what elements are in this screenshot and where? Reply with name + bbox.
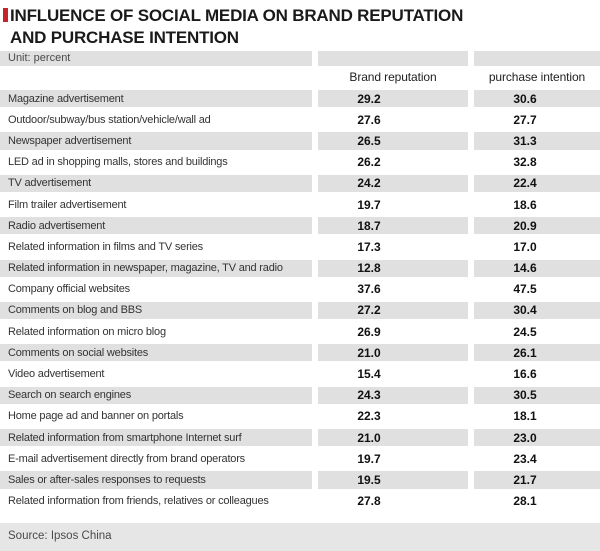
brand-reputation-value: 24.3 <box>312 386 468 404</box>
row-label: Video advertisement <box>8 368 105 381</box>
row-label: Related information in films and TV seri… <box>8 240 203 253</box>
purchase-intention-value: 27.7 <box>468 109 600 131</box>
table-body: Magazine advertisement 29.2 30.6 Outdoor… <box>0 88 600 512</box>
row-label: TV advertisement <box>0 174 312 192</box>
purchase-intention-value: 30.6 <box>468 90 600 108</box>
row-label: Company official websites <box>8 283 130 296</box>
brand-reputation-value: 18.7 <box>312 217 468 235</box>
table-row: Radio advertisement 18.7 20.9 <box>0 215 600 237</box>
purchase-intention-value: 20.9 <box>468 217 600 235</box>
brand-reputation-value: 21.0 <box>312 344 468 362</box>
brand-reputation-value: 19.5 <box>312 471 468 489</box>
purchase-intention-value: 18.1 <box>468 405 600 427</box>
purchase-intention-value: 18.6 <box>468 193 600 216</box>
row-label: Film trailer advertisement <box>8 198 127 211</box>
table-row: E-mail advertisement directly from brand… <box>0 448 600 470</box>
row-label: Search on search engines <box>0 386 312 404</box>
source-bar: Source: Ipsos China <box>0 523 600 551</box>
header-brand-reputation: Brand reputation <box>312 66 468 88</box>
row-label: Comments on blog and BBS <box>0 301 312 320</box>
row-label: Sales or after-sales responses to reques… <box>0 471 312 489</box>
table-row: Related information from friends, relati… <box>0 490 600 512</box>
purchase-intention-value: 14.6 <box>468 259 600 277</box>
table-row: Video advertisement 15.4 16.6 <box>0 363 600 385</box>
row-label: Related information from friends, relati… <box>8 495 269 508</box>
table-row: Company official websites 37.6 47.5 <box>0 278 600 300</box>
purchase-intention-value: 24.5 <box>468 321 600 343</box>
brand-reputation-value: 37.6 <box>312 278 468 300</box>
purchase-intention-value: 21.7 <box>468 471 600 489</box>
table-row: Sales or after-sales responses to reques… <box>0 469 600 491</box>
red-accent-bar <box>3 8 8 22</box>
brand-reputation-value: 26.5 <box>312 132 468 150</box>
brand-reputation-value: 29.2 <box>312 90 468 108</box>
table-row: Comments on blog and BBS 27.2 30.4 <box>0 299 600 322</box>
purchase-intention-value: 47.5 <box>468 278 600 300</box>
unit-bar-segment <box>312 51 468 66</box>
table-row: TV advertisement 24.2 22.4 <box>0 172 600 194</box>
brand-reputation-value: 24.2 <box>312 174 468 192</box>
brand-reputation-value: 19.7 <box>312 193 468 216</box>
table-row: Home page ad and banner on portals 22.3 … <box>0 405 600 427</box>
title-line-2: AND PURCHASE INTENTION <box>10 27 239 47</box>
row-label: Related information from smartphone Inte… <box>0 429 312 447</box>
table-row: Related information in newspaper, magazi… <box>0 257 600 279</box>
column-headers: Brand reputation purchase intention <box>0 66 600 88</box>
brand-reputation-value: 26.9 <box>312 321 468 343</box>
purchase-intention-value: 16.6 <box>468 363 600 385</box>
purchase-intention-value: 30.4 <box>468 301 600 320</box>
brand-reputation-value: 27.2 <box>312 301 468 320</box>
row-label: Related information in newspaper, magazi… <box>0 259 312 277</box>
unit-bar: Unit: percent <box>0 51 600 66</box>
purchase-intention-value: 30.5 <box>468 386 600 404</box>
unit-label: Unit: percent <box>0 51 312 66</box>
brand-reputation-value: 19.7 <box>312 448 468 470</box>
row-label: Magazine advertisement <box>0 90 312 108</box>
brand-reputation-value: 12.8 <box>312 259 468 277</box>
table-row: Search on search engines 24.3 30.5 <box>0 384 600 406</box>
row-label: E-mail advertisement directly from brand… <box>8 452 245 465</box>
brand-reputation-value: 15.4 <box>312 363 468 385</box>
table-row: Related information in films and TV seri… <box>0 236 600 258</box>
table-row: Newspaper advertisement 26.5 31.3 <box>0 130 600 152</box>
table-row: Related information from smartphone Inte… <box>0 427 600 449</box>
header-spacer <box>0 66 312 88</box>
table-row: Comments on social websites 21.0 26.1 <box>0 342 600 364</box>
row-label: Newspaper advertisement <box>0 132 312 150</box>
purchase-intention-value: 31.3 <box>468 132 600 150</box>
row-label: LED ad in shopping malls, stores and bui… <box>8 156 228 169</box>
table-row: LED ad in shopping malls, stores and bui… <box>0 151 600 173</box>
row-label: Home page ad and banner on portals <box>8 410 184 423</box>
purchase-intention-value: 32.8 <box>468 151 600 173</box>
purchase-intention-value: 17.0 <box>468 236 600 258</box>
brand-reputation-value: 27.6 <box>312 109 468 131</box>
purchase-intention-value: 23.4 <box>468 448 600 470</box>
source-label: Source: Ipsos China <box>8 530 112 542</box>
row-label: Radio advertisement <box>0 217 312 235</box>
purchase-intention-value: 23.0 <box>468 429 600 447</box>
row-label: Related information on micro blog <box>8 325 166 338</box>
row-label: Outdoor/subway/bus station/vehicle/wall … <box>8 113 211 126</box>
brand-reputation-value: 21.0 <box>312 429 468 447</box>
table-row: Outdoor/subway/bus station/vehicle/wall … <box>0 109 600 131</box>
brand-reputation-value: 27.8 <box>312 490 468 512</box>
purchase-intention-value: 28.1 <box>468 490 600 512</box>
brand-reputation-value: 26.2 <box>312 151 468 173</box>
table-row: Magazine advertisement 29.2 30.6 <box>0 88 600 110</box>
table-row: Film trailer advertisement 19.7 18.6 <box>0 193 600 216</box>
purchase-intention-value: 26.1 <box>468 344 600 362</box>
row-label: Comments on social websites <box>0 344 312 362</box>
title-block: INFLUENCE OF SOCIAL MEDIA ON BRAND REPUT… <box>3 5 464 48</box>
title-line-1: INFLUENCE OF SOCIAL MEDIA ON BRAND REPUT… <box>10 6 464 25</box>
brand-reputation-value: 17.3 <box>312 236 468 258</box>
table-row: Related information on micro blog 26.9 2… <box>0 321 600 343</box>
purchase-intention-value: 22.4 <box>468 174 600 192</box>
brand-reputation-value: 22.3 <box>312 405 468 427</box>
header-purchase-intention: purchase intention <box>468 66 600 88</box>
unit-bar-segment <box>468 51 600 66</box>
